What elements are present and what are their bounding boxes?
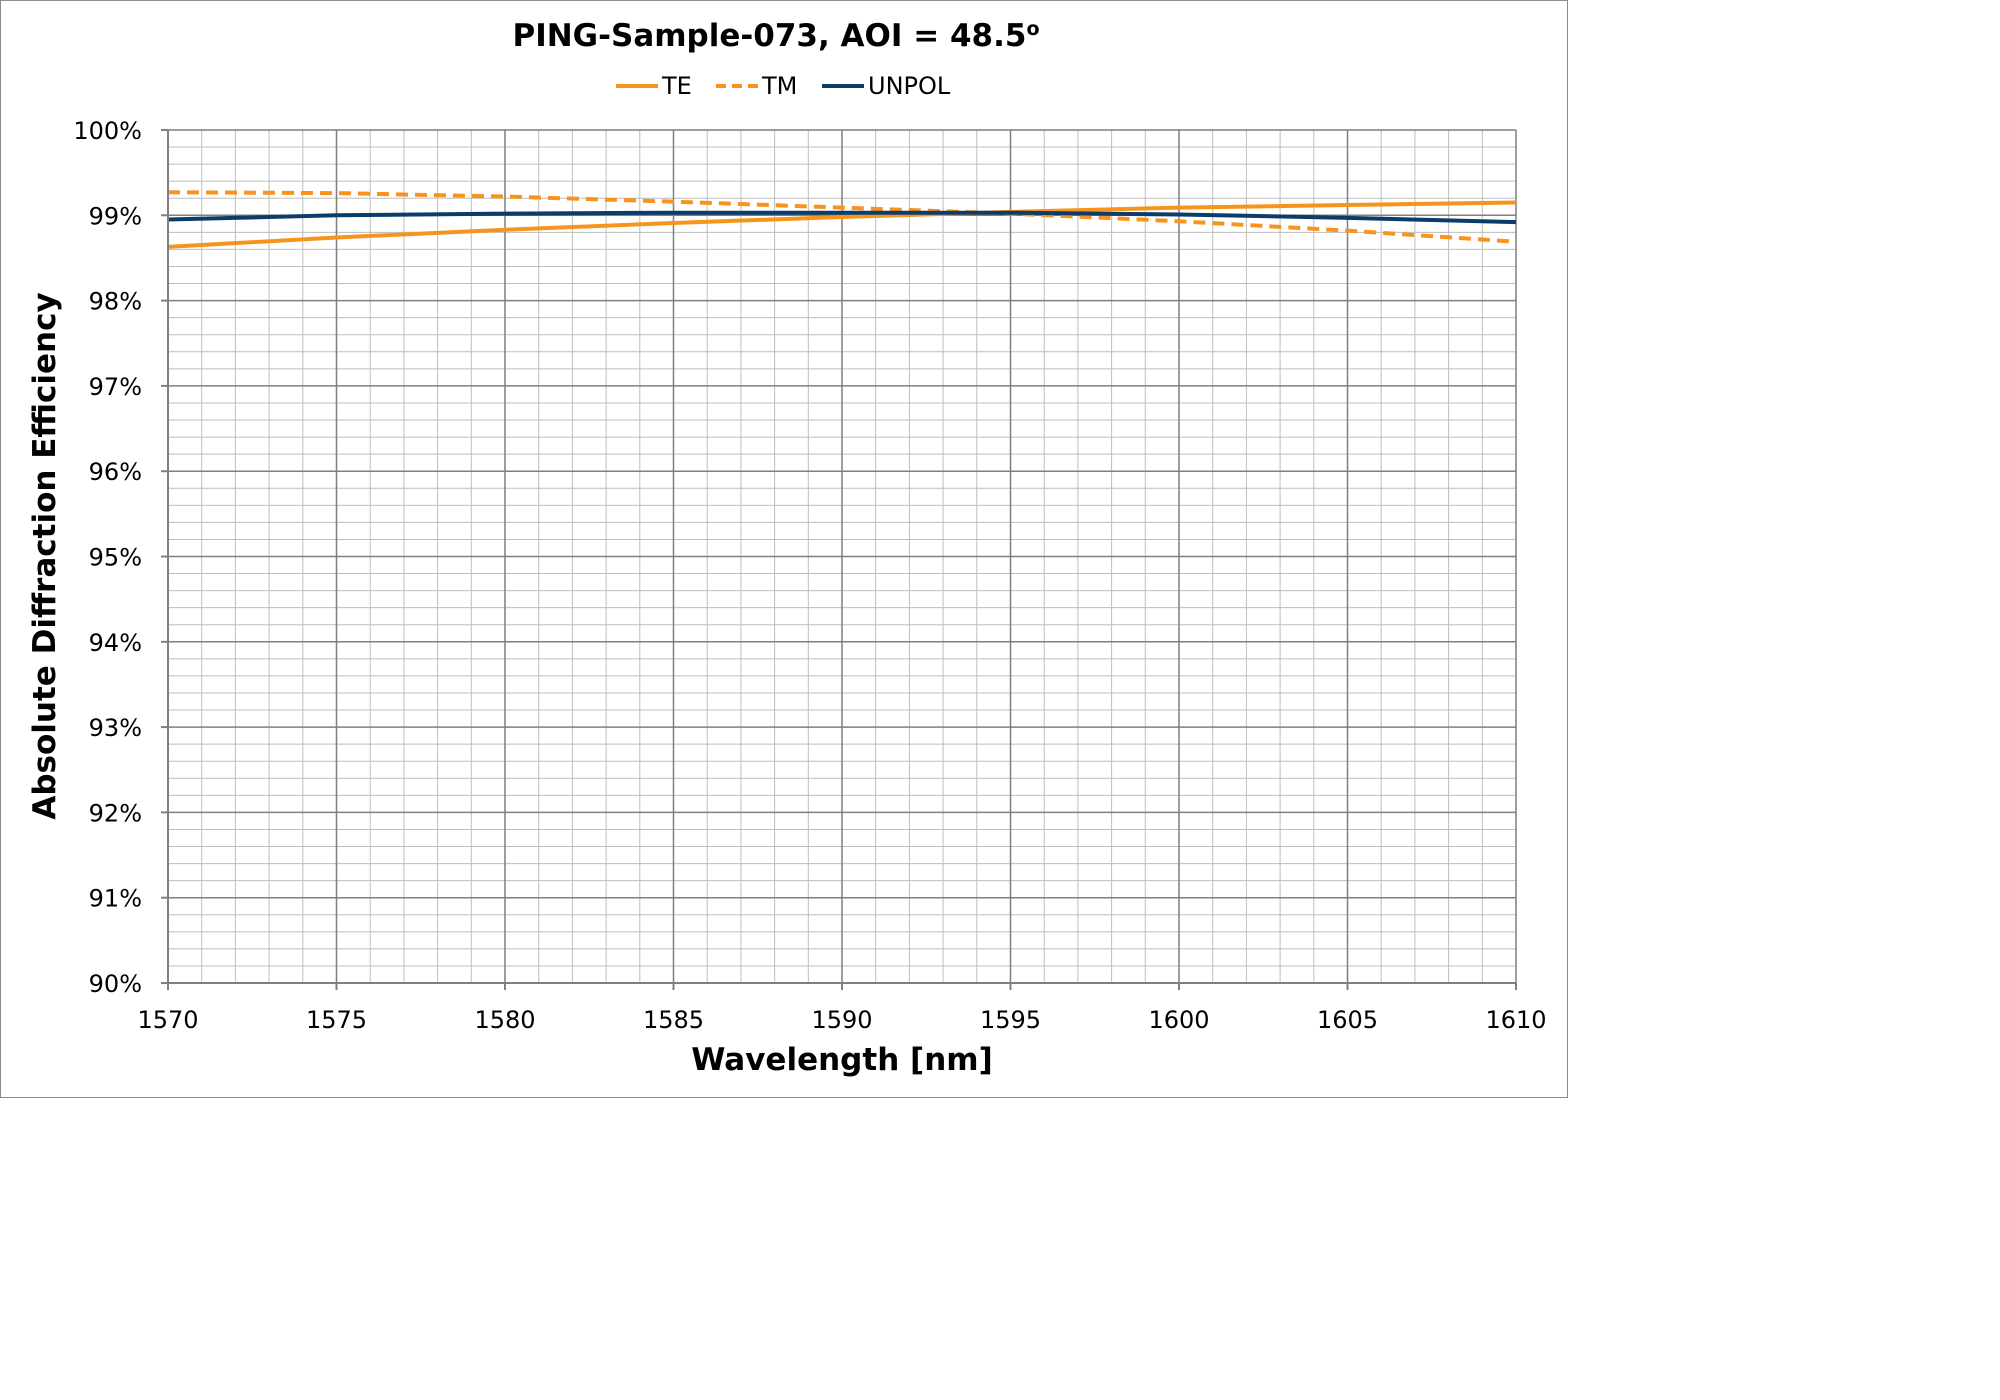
major-gridlines [168,129,1517,983]
x-tick-label: 1580 [474,1006,535,1034]
x-tick-label: 1610 [1485,1006,1546,1034]
y-tick-labels: 90% 91% 92% 93% 94% 95% 96% 97% 98% 99% 100% [73,117,142,998]
y-tick-label: 90% [89,970,142,998]
y-tick-label: 96% [89,458,142,486]
y-tick-label: 92% [89,799,142,827]
y-tick-label: 100% [73,117,142,145]
legend: TE TM UNPOL [616,72,951,100]
y-tick-label: 91% [89,885,142,913]
y-tick-label: 95% [89,544,142,572]
axes [161,129,1517,990]
y-tick-label: 99% [89,202,142,230]
x-tick-label: 1595 [980,1006,1041,1034]
chart-title-main: PING-Sample-073, AOI = 48.5 [512,18,1026,54]
series-lines [167,190,1517,249]
x-tick-label: 1585 [643,1006,704,1034]
x-tick-label: 1590 [811,1006,872,1034]
y-tick-label: 94% [89,629,142,657]
y-tick-label: 98% [89,288,142,316]
legend-label-tm: TM [761,72,797,100]
line-chart: PING-Sample-073, AOI = 48.5o TE TM UNPOL… [27,18,1547,1078]
chart-title-superscript: o [1026,18,1039,40]
legend-label-unpol: UNPOL [868,72,951,100]
y-tick-label: 93% [89,714,142,742]
series-line-tm [167,190,1517,244]
x-tick-labels: 1570 1575 1580 1585 1590 1595 1600 1605 1610 [137,1006,1546,1034]
x-tick-label: 1570 [137,1006,198,1034]
series-line-unpol [167,210,1517,225]
y-axis-title: Absolute Diffraction Efficiency [27,292,63,819]
legend-label-te: TE [661,72,692,100]
x-axis-title: Wavelength [nm] [691,1042,993,1078]
x-tick-label: 1605 [1317,1006,1378,1034]
series-line-te [167,200,1517,249]
x-tick-label: 1575 [306,1006,367,1034]
x-tick-label: 1600 [1148,1006,1209,1034]
y-tick-label: 97% [89,373,142,401]
chart-title: PING-Sample-073, AOI = 48.5o [512,18,1039,54]
